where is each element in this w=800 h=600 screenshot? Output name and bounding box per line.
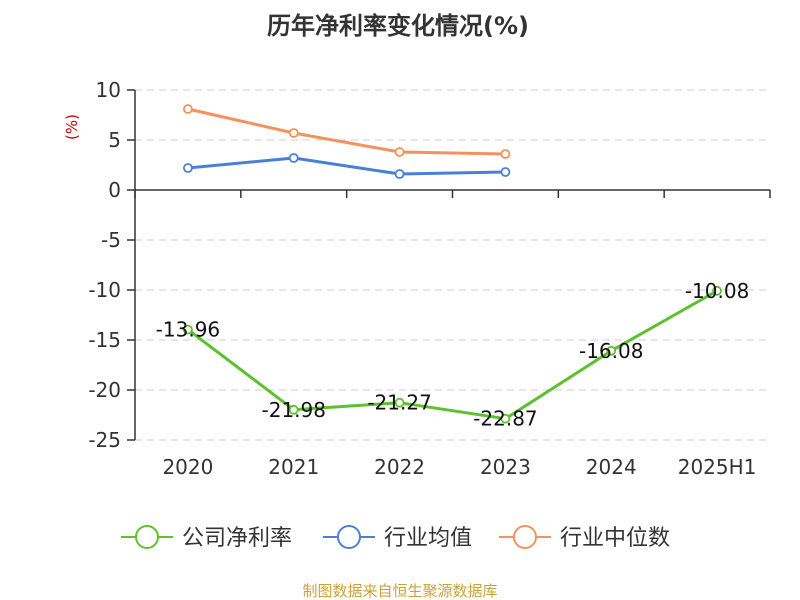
data-point xyxy=(394,397,405,408)
y-tick-label: -25 xyxy=(88,428,121,452)
source-note: 制图数据来自恒生聚源数据库 xyxy=(302,582,497,600)
legend-label: 公司净利率 xyxy=(182,526,292,551)
data-point xyxy=(183,104,193,114)
x-tick-label: 2021 xyxy=(268,455,319,479)
data-point xyxy=(500,413,511,424)
data-point xyxy=(288,128,299,138)
x-tick-label: 2023 xyxy=(480,455,531,479)
y-tick-label: -15 xyxy=(88,328,121,352)
y-tick-label: -10 xyxy=(88,278,121,302)
y-tick-label: 5 xyxy=(108,128,121,152)
data-point xyxy=(394,169,405,179)
data-point xyxy=(183,163,193,173)
data-point xyxy=(500,167,511,177)
y-tick-label: -20 xyxy=(88,378,121,402)
data-label: -10.08 xyxy=(685,279,749,303)
data-label: -16.08 xyxy=(579,339,643,363)
data-point xyxy=(183,324,193,335)
data-point xyxy=(712,285,722,296)
data-point xyxy=(606,345,617,356)
series-group xyxy=(183,104,722,424)
legend-marker xyxy=(135,525,159,549)
y-axis-label: (%) xyxy=(63,114,81,140)
data-label: -21.27 xyxy=(367,391,431,415)
data-label: -22.87 xyxy=(473,407,537,431)
x-tick-label: 2020 xyxy=(162,455,213,479)
x-tick-label: 2024 xyxy=(586,455,637,479)
data-point xyxy=(288,404,299,415)
data-label: -13.96 xyxy=(156,318,220,342)
legend-label: 行业中位数 xyxy=(560,526,670,551)
data-point xyxy=(500,149,511,159)
data-point xyxy=(394,147,405,157)
legend-marker xyxy=(513,525,537,549)
legend[interactable]: 公司净利率 行业均值 行业中位数 xyxy=(121,525,670,551)
series-line xyxy=(187,156,506,176)
x-tick-label: 2025H1 xyxy=(678,455,757,479)
legend-item[interactable]: 公司净利率 xyxy=(121,525,292,551)
y-tick-label: -5 xyxy=(101,228,121,252)
y-tick-label: 0 xyxy=(108,178,121,202)
x-tick-label: 2022 xyxy=(374,455,425,479)
legend-item[interactable]: 行业中位数 xyxy=(499,525,670,551)
data-label: -21.98 xyxy=(262,398,326,422)
legend-marker xyxy=(337,525,361,549)
grid xyxy=(135,89,770,441)
legend-label: 行业均值 xyxy=(384,526,472,551)
series-line xyxy=(187,289,718,421)
data-point xyxy=(288,153,299,163)
series-line xyxy=(187,107,506,156)
axes: 10 5 0 -5 -10 -15 -20 -25 2020 2021 2022 2023 2024 20… xyxy=(88,78,771,479)
chart-title: 历年净利率变化情况(%) xyxy=(267,12,529,40)
data-labels: -13.96 -21.98 -21.27 -22.87 -16.08 -10.08 xyxy=(156,279,750,431)
legend-item[interactable]: 行业均值 xyxy=(323,525,472,551)
y-tick-label: 10 xyxy=(96,78,121,102)
